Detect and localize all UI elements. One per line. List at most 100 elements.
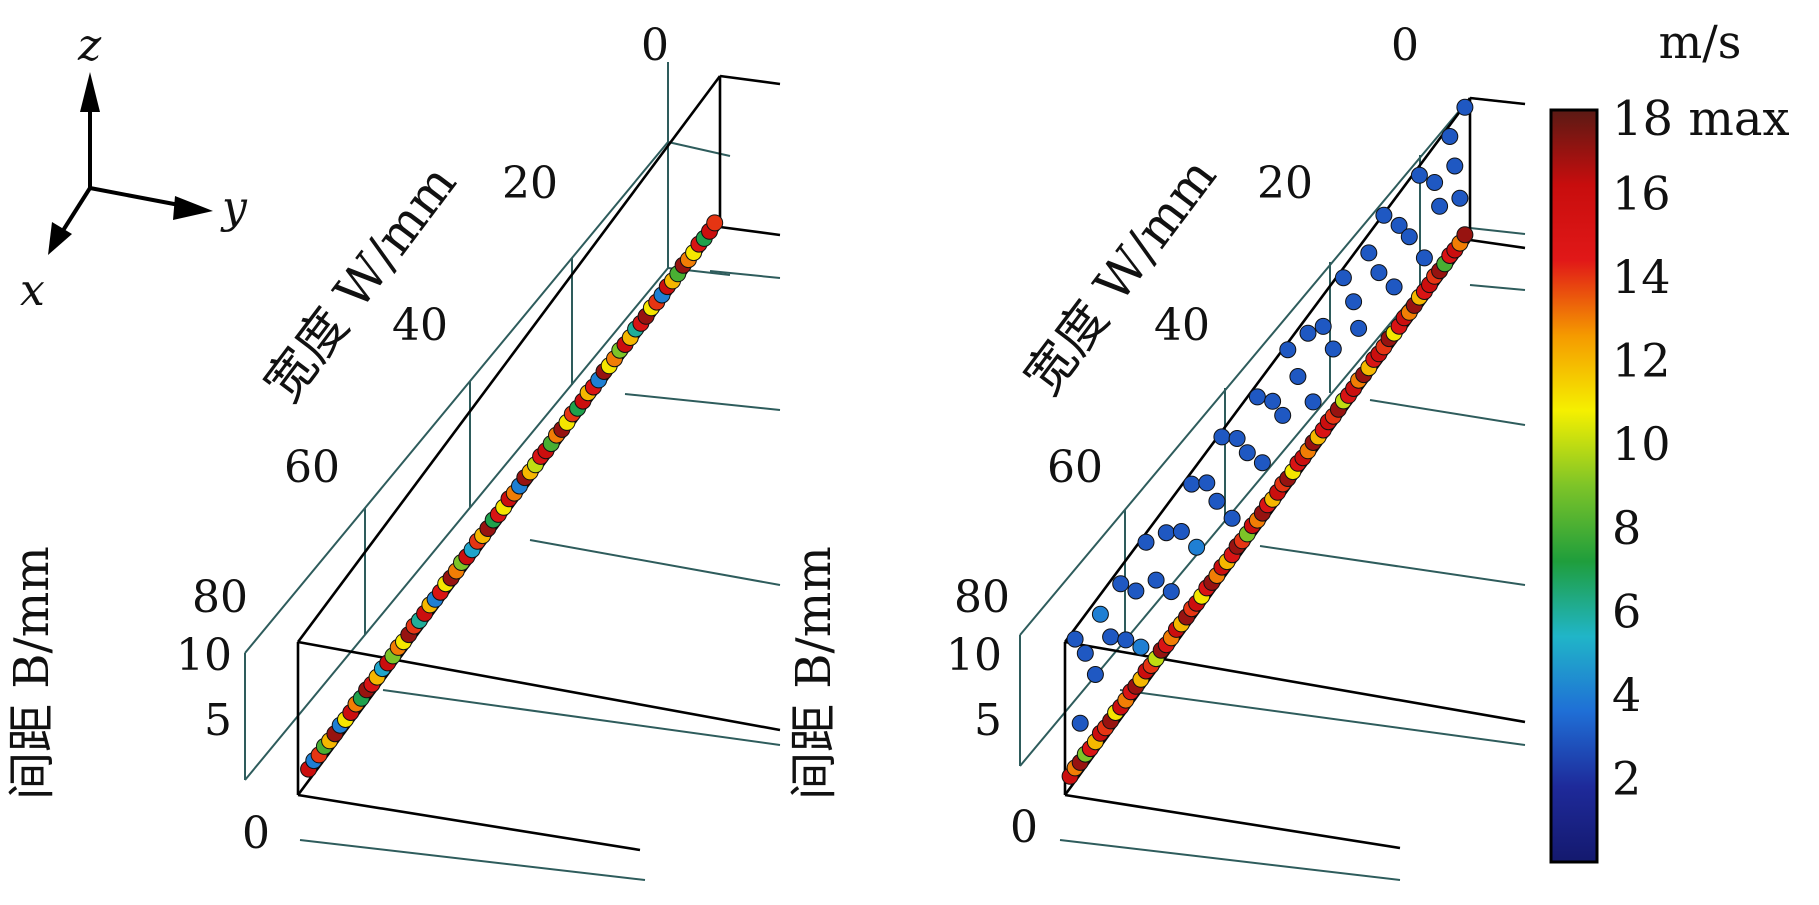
left-point-77: [706, 214, 724, 232]
right-point-97: [1208, 492, 1226, 510]
right-point-125: [1441, 128, 1459, 145]
right-point-115: [1360, 244, 1378, 262]
colorbar-unit-label: m/s: [1659, 15, 1742, 69]
right-width-axis-label: 宽度 W/mm: [1013, 148, 1227, 406]
right-gap-ticks: 10 5 0: [946, 630, 1038, 853]
right-point-117: [1375, 206, 1393, 224]
right-width-tick-40: 40: [1154, 300, 1210, 351]
y-arrow-icon: [173, 196, 213, 220]
left-width-tick-20: 20: [502, 158, 558, 209]
axes-key: z y x: [20, 20, 248, 316]
colorbar-max-label: 18 max: [1612, 91, 1790, 147]
right-point-128: [1456, 98, 1474, 116]
y-axis-key-label: y: [220, 182, 248, 233]
colorbar-tick-10: 10: [1612, 417, 1671, 471]
right-point-82: [1071, 714, 1089, 732]
right-point-104: [1264, 392, 1282, 410]
left-width-axis-label: 宽度 W/mm: [253, 155, 467, 413]
right-gap-axis-label: 间距 B/mm: [786, 546, 842, 800]
right-point-91: [1157, 524, 1175, 542]
right-point-88: [1132, 638, 1150, 656]
right-panel-points: [1061, 98, 1474, 785]
colorbar-gradient: [1549, 108, 1599, 864]
left-gap-ticks: 10 5 0: [176, 630, 270, 859]
right-point-106: [1279, 341, 1297, 359]
z-arrow-icon: [80, 72, 100, 112]
colorbar-tick-2: 2: [1612, 751, 1641, 805]
right-point-118: [1385, 278, 1403, 296]
right-point-121: [1410, 166, 1428, 184]
right-point-85: [1112, 575, 1130, 593]
colorbar-tick-8: 8: [1612, 501, 1641, 555]
left-width-tick-40: 40: [392, 300, 448, 351]
right-point-100: [1228, 430, 1246, 447]
right-point-105: [1274, 406, 1292, 424]
right-width-tick-0: 0: [1391, 20, 1419, 71]
right-point-80: [1076, 644, 1094, 662]
left-width-tick-60: 60: [284, 442, 340, 493]
colorbar-ticks: 2 4 6 8 10 12 14 16: [1612, 167, 1671, 806]
right-point-116: [1370, 264, 1388, 282]
left-gap-tick-5: 5: [204, 695, 232, 746]
right-width-tick-80: 80: [954, 572, 1010, 623]
left-panel: 0 20 40 60 80 10 5 0 宽度 W/mm 间距 B/mm: [4, 20, 781, 881]
right-point-101: [1238, 444, 1256, 462]
right-width-ticks: 0 20 40 60 80: [954, 20, 1419, 623]
right-point-123: [1426, 174, 1444, 191]
colorbar-tick-14: 14: [1612, 250, 1671, 304]
right-width-tick-60: 60: [1047, 442, 1103, 493]
right-point-90: [1147, 571, 1165, 589]
right-point-89: [1137, 533, 1155, 551]
right-point-102: [1248, 388, 1266, 406]
x-arrow-icon: [48, 222, 72, 255]
right-point-86: [1117, 631, 1135, 649]
colorbar-tick-6: 6: [1612, 584, 1641, 638]
right-point-113: [1345, 293, 1363, 311]
right-point-99: [1223, 509, 1241, 527]
right-point-81: [1086, 666, 1104, 683]
right-point-122: [1415, 249, 1433, 267]
right-point-114: [1350, 319, 1368, 337]
right-point-103: [1253, 454, 1271, 472]
right-point-79: [1066, 630, 1084, 648]
left-width-tick-80: 80: [192, 572, 248, 623]
left-width-tick-0: 0: [641, 20, 669, 71]
right-point-94: [1183, 475, 1201, 493]
right-point-84: [1102, 628, 1120, 646]
right-point-93: [1172, 523, 1190, 540]
left-gap-axis-label: 间距 B/mm: [4, 546, 60, 800]
right-point-112: [1334, 269, 1352, 287]
left-panel-points: [300, 214, 724, 778]
right-point-110: [1314, 317, 1332, 335]
left-gap-tick-0: 0: [242, 808, 270, 859]
right-point-108: [1299, 324, 1317, 342]
right-point-78: [1456, 226, 1474, 244]
right-point-124: [1431, 197, 1449, 215]
right-panel: 0 20 40 60 80 10 5 0 宽度 W/mm 间距 B/mm: [786, 20, 1526, 881]
right-point-96: [1198, 474, 1216, 492]
colorbar: m/s 18 max 2 4 6 8 10 12 14 16: [1549, 15, 1790, 864]
z-axis-key-label: z: [77, 20, 102, 71]
right-point-111: [1324, 340, 1342, 358]
right-gap-tick-5: 5: [974, 695, 1002, 746]
left-width-ticks: 0 20 40 60 80: [192, 20, 669, 623]
right-point-98: [1213, 428, 1231, 446]
colorbar-tick-16: 16: [1612, 167, 1671, 221]
colorbar-tick-4: 4: [1612, 668, 1641, 722]
right-point-119: [1390, 216, 1408, 234]
colorbar-tick-12: 12: [1612, 334, 1671, 388]
right-point-107: [1289, 368, 1307, 385]
right-point-95: [1188, 538, 1206, 556]
right-point-87: [1127, 582, 1145, 600]
right-point-127: [1451, 189, 1469, 207]
right-point-83: [1091, 605, 1109, 623]
right-point-109: [1304, 393, 1322, 411]
right-point-120: [1400, 228, 1418, 246]
right-point-92: [1162, 583, 1180, 601]
right-width-tick-20: 20: [1257, 158, 1313, 209]
right-point-126: [1446, 157, 1464, 175]
right-gap-tick-10: 10: [946, 630, 1002, 681]
left-gap-tick-10: 10: [176, 630, 232, 681]
right-gap-tick-0: 0: [1010, 802, 1038, 853]
